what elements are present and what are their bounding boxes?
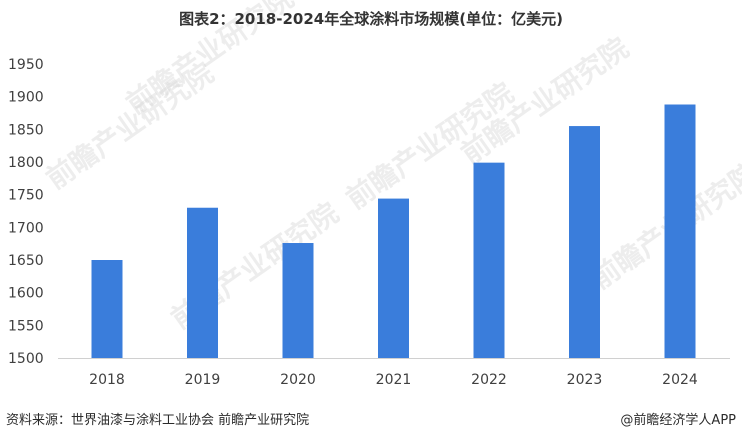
x-axis-ticks: 2018 2019 2020 2021 2022 2023 2024 (89, 372, 698, 388)
y-tick-label: 1850 (8, 122, 44, 138)
x-tick-label: 2021 (376, 372, 412, 388)
bar-2023 (569, 126, 600, 358)
x-tick-label: 2018 (89, 372, 125, 388)
watermark-3: 前瞻产业研究院 (585, 156, 742, 295)
bar-2019 (187, 207, 218, 358)
chart-title: 图表2：2018-2024年全球涂料市场规模(单位：亿美元) (179, 10, 563, 28)
footer-credit: @前瞻经济学人APP (620, 412, 736, 428)
y-tick-label: 1950 (8, 57, 44, 73)
y-tick-label: 1550 (8, 318, 44, 334)
x-tick-label: 2020 (280, 372, 316, 388)
y-tick-label: 1700 (8, 220, 44, 236)
y-tick-label: 1900 (8, 90, 44, 106)
x-tick-label: 2022 (471, 372, 507, 388)
bar-series (91, 104, 696, 358)
y-tick-label: 1650 (8, 253, 44, 269)
y-tick-label: 1600 (8, 286, 44, 302)
bar-2022 (473, 162, 505, 358)
y-tick-label: 1800 (8, 155, 44, 171)
y-axis-ticks: 1500 1550 1600 1650 1700 1750 1800 1850 1900 1950 (8, 57, 44, 367)
source-note: 资料来源：世界油漆与涂料工业协会 前瞻产业研究院 (6, 412, 309, 428)
bar-2020 (282, 243, 314, 358)
x-tick-label: 2019 (185, 372, 221, 388)
y-tick-label: 1750 (8, 188, 44, 204)
bar-2021 (378, 198, 409, 358)
x-tick-label: 2024 (662, 372, 698, 388)
x-tick-label: 2023 (567, 372, 603, 388)
bar-2018 (91, 260, 123, 358)
y-tick-label: 1500 (8, 351, 44, 367)
bar-2024 (664, 104, 696, 358)
